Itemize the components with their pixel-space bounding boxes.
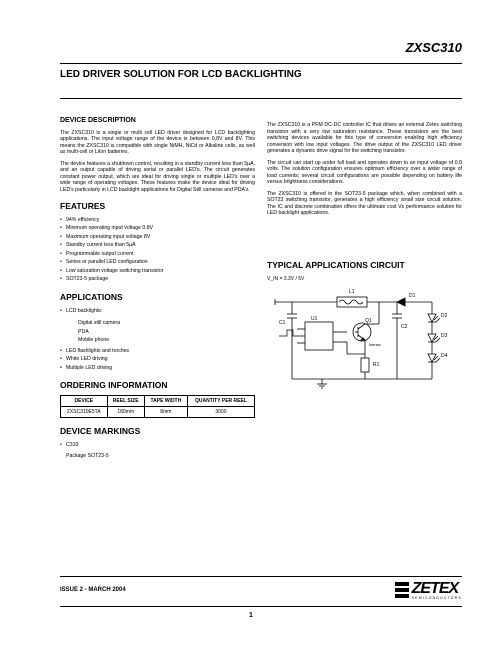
table-header: QUANTITY PER REEL [187,395,254,406]
feature-item: Minimum operating input voltage 0.8V [60,224,255,233]
svg-text:Q1: Q1 [365,318,372,324]
svg-text:L1: L1 [349,289,355,295]
svg-text:U1: U1 [311,316,318,322]
table-cell: 3000 [187,406,254,417]
table-header: TAPE WIDTH [144,395,187,406]
application-sub-item: PDA [78,328,255,337]
application-item: LCD backlights: [60,307,255,316]
table-row: ZXSC310E5TA 180mm 8mm 3000 [61,406,255,417]
section-head-features: FEATURES [60,201,255,212]
application-item: LED flashlights and torches [60,347,255,356]
section-head-circuit: TYPICAL APPLICATIONS CIRCUIT [267,260,462,271]
table-header-row: DEVICE REEL SIZE TAPE WIDTH QUANTITY PER… [61,395,255,406]
svg-text:D3: D3 [441,333,448,339]
logo-icon [394,581,410,599]
footer-bar: ISSUE 2 - MARCH 2004 ZETEX SEMICONDUCTOR… [60,576,462,607]
table-cell: 180mm [107,406,144,417]
company-logo: ZETEX SEMICONDUCTORS [394,580,462,600]
circuit-vin-label: V_IN = 3.3V / 5V [267,276,462,282]
applications-sublist: Digital still camera PDA Mobile phone [60,319,255,345]
desc-para-4: The circuit can start up under full load… [267,160,462,186]
svg-text:R1: R1 [373,362,380,368]
feature-item: Low saturation voltage switching transis… [60,267,255,276]
applications-list: LCD backlights: [60,307,255,316]
section-head-markings: DEVICE MARKINGS [60,426,255,437]
feature-item: 94% efficiency [60,216,255,225]
markings-list: C310 [60,441,255,450]
section-head-description: DEVICE DESCRIPTION [60,117,255,126]
svg-text:D4: D4 [441,353,448,359]
section-head-applications: APPLICATIONS [60,292,255,303]
feature-item: Maximum operating input voltage 8V [60,233,255,242]
application-item: White LED driving [60,355,255,364]
logo-text: ZETEX [412,580,459,597]
table-header: REEL SIZE [107,395,144,406]
marking-package: Package SOT23-5 [60,453,255,460]
desc-para-1: The ZXSC310 is a single or multi cell LE… [60,130,255,156]
svg-text:C1: C1 [279,320,286,326]
svg-text:C2: C2 [401,324,408,330]
issue-label: ISSUE 2 - MARCH 2004 [60,587,126,593]
right-column: The ZXSC310 is a PFM DC-DC controller IC… [267,111,462,460]
part-number: ZXSC310 [60,40,462,55]
feature-item: Programmable output current [60,250,255,259]
applications-list-2: LED flashlights and torches White LED dr… [60,347,255,373]
table-header: DEVICE [61,395,108,406]
page-title: LED DRIVER SOLUTION FOR LCD BACKLIGHTING [60,63,462,99]
logo-subtext: SEMICONDUCTORS [412,596,462,600]
application-sub-item: Digital still camera [78,319,255,328]
desc-para-2: The device features a shutdown control, … [60,161,255,194]
svg-text:D1: D1 [409,293,416,299]
ordering-table: DEVICE REEL SIZE TAPE WIDTH QUANTITY PER… [60,395,255,419]
desc-para-3: The ZXSC310 is a PFM DC-DC controller IC… [267,122,462,155]
feature-item: Standby current less than 5µA [60,241,255,250]
section-head-ordering: ORDERING INFORMATION [60,380,255,391]
table-cell: 8mm [144,406,187,417]
circuit-svg: L1 D1 D2 [267,284,457,399]
circuit-diagram: V_IN = 3.3V / 5V L1 D1 [267,276,462,402]
features-list: 94% efficiency Minimum operating input v… [60,216,255,284]
table-cell: ZXSC310E5TA [61,406,108,417]
svg-text:Isense: Isense [369,342,382,347]
application-item: Multiple LED driving [60,364,255,373]
feature-item: Series or parallel LED configuration [60,258,255,267]
svg-text:D2: D2 [441,313,448,319]
application-sub-item: Mobile phone [78,336,255,345]
page-number: 1 [0,612,502,619]
feature-item: SOT23-5 package [60,275,255,284]
desc-para-5: The ZXSC310 is offered in the SOT23-5 pa… [267,191,462,217]
marking-item: C310 [60,441,255,450]
description-columns: DEVICE DESCRIPTION The ZXSC310 is a sing… [60,111,462,460]
left-column: DEVICE DESCRIPTION The ZXSC310 is a sing… [60,111,255,460]
